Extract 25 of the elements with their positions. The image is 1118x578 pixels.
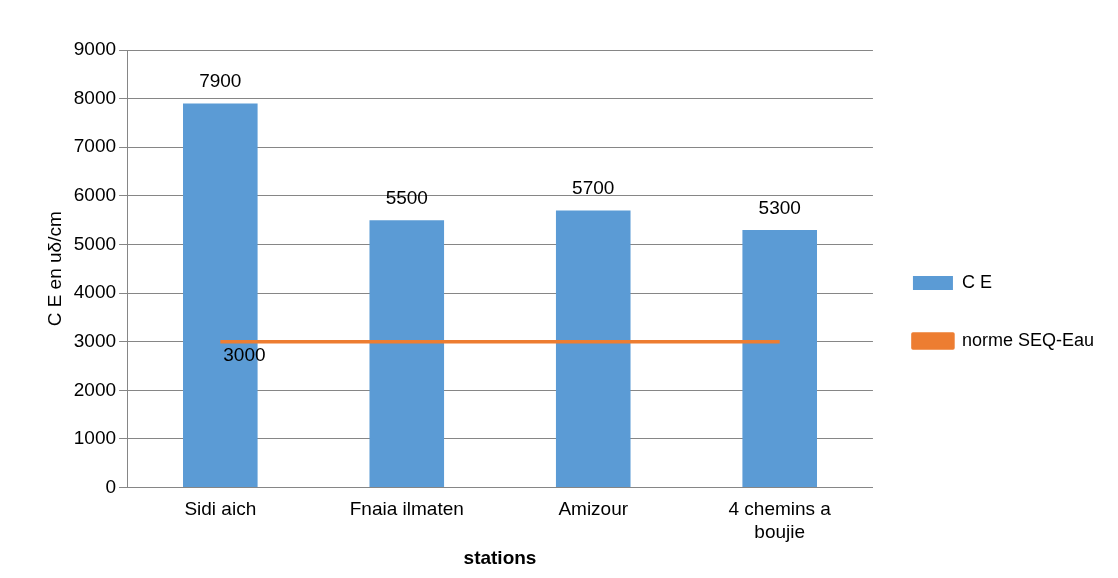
x-tick-label: 4 chemins a boujie xyxy=(728,498,832,543)
x-tick-label: Fnaia ilmaten xyxy=(349,498,464,520)
legend-label: norme SEQ-Eau xyxy=(961,329,1095,350)
x-tick-label: Amizour xyxy=(558,498,629,520)
x-axis-title: stations xyxy=(463,546,537,568)
y-tick-label: 1000 xyxy=(73,427,117,449)
bar xyxy=(555,210,631,488)
y-tick-label: 8000 xyxy=(73,86,117,108)
legend-label: C E xyxy=(961,271,992,292)
bar xyxy=(369,220,445,488)
y-tick-label: 7000 xyxy=(73,135,117,157)
data-label: 7900 xyxy=(199,70,242,92)
x-tick-label: Sidi aich xyxy=(184,498,257,520)
y-tick-label: 9000 xyxy=(73,38,117,60)
y-tick-label: 3000 xyxy=(73,329,117,351)
y-axis-title: C E en uδ/cm xyxy=(43,211,65,327)
y-tick-label: 4000 xyxy=(73,281,117,303)
y-tick-label: 5000 xyxy=(73,232,117,254)
data-label: 5500 xyxy=(385,186,428,208)
y-tick-label: 0 xyxy=(105,475,117,497)
data-label: 5300 xyxy=(758,196,801,218)
bar xyxy=(742,229,817,488)
y-tick-label: 6000 xyxy=(73,184,117,206)
data-label: 5700 xyxy=(572,177,615,199)
y-tick-label: 2000 xyxy=(73,378,117,400)
